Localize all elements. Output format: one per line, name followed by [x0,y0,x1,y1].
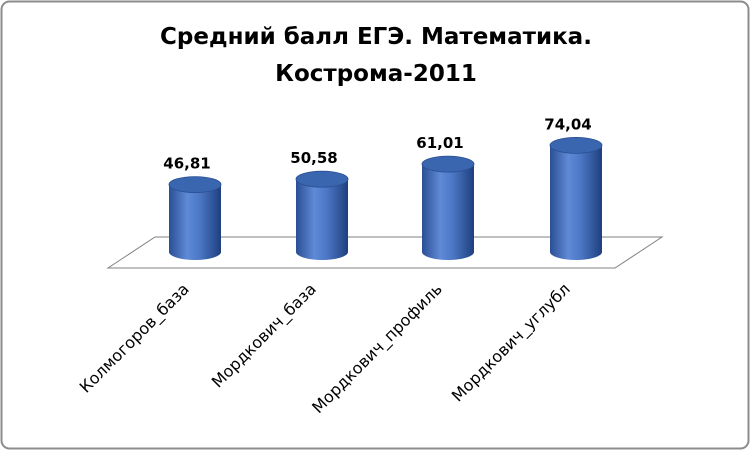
value-label: 61,01 [416,134,463,152]
bar-top [295,170,349,188]
bar [550,145,602,260]
bar [169,184,221,260]
value-label: 46,81 [163,155,210,173]
chart-title: Кострома-2011 [275,61,477,87]
value-label: 74,04 [544,115,591,133]
floor [106,236,664,269]
bar-top [421,155,475,173]
chart-title: Средний балл ЕГЭ. Математика. [160,24,592,50]
bar-top [549,136,603,154]
bar [422,164,474,260]
bar [296,179,348,260]
bar-top [168,176,222,193]
value-label: 50,58 [290,149,337,167]
